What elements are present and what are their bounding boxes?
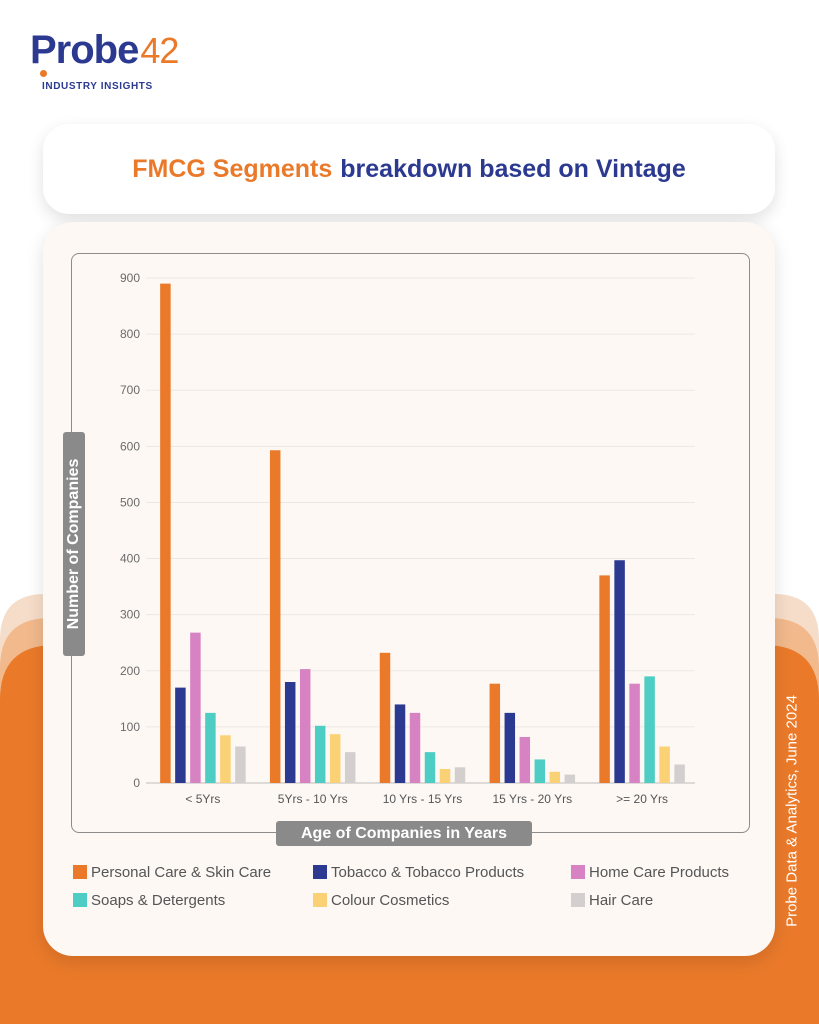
bar xyxy=(235,746,246,783)
bar xyxy=(534,759,546,783)
bar xyxy=(220,735,231,783)
legend-swatch xyxy=(313,865,327,879)
bar xyxy=(269,450,281,783)
page-title-rest: breakdown based on Vintage xyxy=(340,154,686,183)
bar xyxy=(284,682,296,783)
bar xyxy=(329,734,341,783)
bar xyxy=(175,687,186,783)
bar xyxy=(344,752,356,783)
title-card: FMCG Segments breakdown based on Vintage xyxy=(43,124,775,214)
bar xyxy=(394,704,406,783)
legend-item: Personal Care & Skin Care xyxy=(73,860,271,884)
bar xyxy=(504,712,516,783)
y-tick-label: 500 xyxy=(120,495,140,509)
bar xyxy=(424,752,436,783)
source-note: Probe Data & Analytics, June 2024 xyxy=(783,695,801,927)
legend-item: Hair Care xyxy=(571,888,653,912)
bar xyxy=(519,736,531,783)
logo-dot-icon xyxy=(40,70,47,77)
bar xyxy=(549,771,561,783)
bar xyxy=(564,774,576,783)
legend-label: Hair Care xyxy=(589,891,654,909)
bar xyxy=(489,683,501,783)
bar xyxy=(439,768,451,783)
legend-item: Colour Cosmetics xyxy=(313,888,449,912)
bar xyxy=(454,767,466,783)
legend-swatch xyxy=(313,893,327,907)
bar xyxy=(629,683,640,783)
legend-item: Home Care Products xyxy=(571,860,729,884)
y-axis-label: Number of Companies xyxy=(65,458,82,630)
y-tick-label: 400 xyxy=(120,552,140,566)
bar xyxy=(614,560,625,783)
y-tick-label: 100 xyxy=(120,720,140,734)
x-tick-label: 15 Yrs - 20 Yrs xyxy=(493,792,573,806)
x-tick-label: 5Yrs - 10 Yrs xyxy=(278,792,348,806)
legend-swatch xyxy=(571,893,585,907)
logo-number: 42 xyxy=(140,30,179,71)
y-tick-label: 700 xyxy=(120,383,140,397)
bar xyxy=(599,575,610,783)
y-tick-label: 600 xyxy=(120,439,140,453)
y-tick-label: 200 xyxy=(120,664,140,678)
logo-main-text: Probe xyxy=(30,28,139,72)
chart-legend: Personal Care & Skin Care Tobacco & Toba… xyxy=(73,860,763,920)
legend-swatch xyxy=(73,893,87,907)
bar xyxy=(644,676,655,783)
bar xyxy=(299,669,311,783)
legend-swatch xyxy=(571,865,585,879)
legend-item: Tobacco & Tobacco Products xyxy=(313,860,524,884)
legend-label: Tobacco & Tobacco Products xyxy=(331,863,525,881)
y-tick-label: 0 xyxy=(133,776,140,790)
page-title-highlight: FMCG Segments xyxy=(132,154,333,183)
legend-label: Soaps & Detergents xyxy=(91,891,226,909)
logo-tagline: INDUSTRY INSIGHTS xyxy=(42,81,153,92)
x-tick-label: >= 20 Yrs xyxy=(616,792,668,806)
brand-logo: Probe42 INDUSTRY INSIGHTS xyxy=(30,26,180,96)
bar xyxy=(409,712,421,783)
y-tick-label: 900 xyxy=(120,271,140,285)
bar xyxy=(160,283,171,783)
legend-label: Colour Cosmetics xyxy=(331,891,450,909)
legend-swatch xyxy=(73,865,87,879)
bar xyxy=(205,712,216,783)
x-axis-label: Age of Companies in Years xyxy=(276,821,532,846)
bar xyxy=(379,652,391,783)
legend-item: Soaps & Detergents xyxy=(73,888,225,912)
bar xyxy=(659,746,670,783)
legend-label: Home Care Products xyxy=(589,863,730,881)
x-tick-label: < 5Yrs xyxy=(185,792,220,806)
y-axis-label-background xyxy=(63,432,85,656)
y-tick-label: 300 xyxy=(120,608,140,622)
x-tick-label: 10 Yrs - 15 Yrs xyxy=(383,792,463,806)
bar xyxy=(314,725,326,783)
y-tick-label: 800 xyxy=(120,327,140,341)
legend-label: Personal Care & Skin Care xyxy=(91,863,272,881)
logo-wordmark: Probe42 xyxy=(30,26,179,75)
bar xyxy=(190,632,201,783)
bar xyxy=(674,764,685,783)
